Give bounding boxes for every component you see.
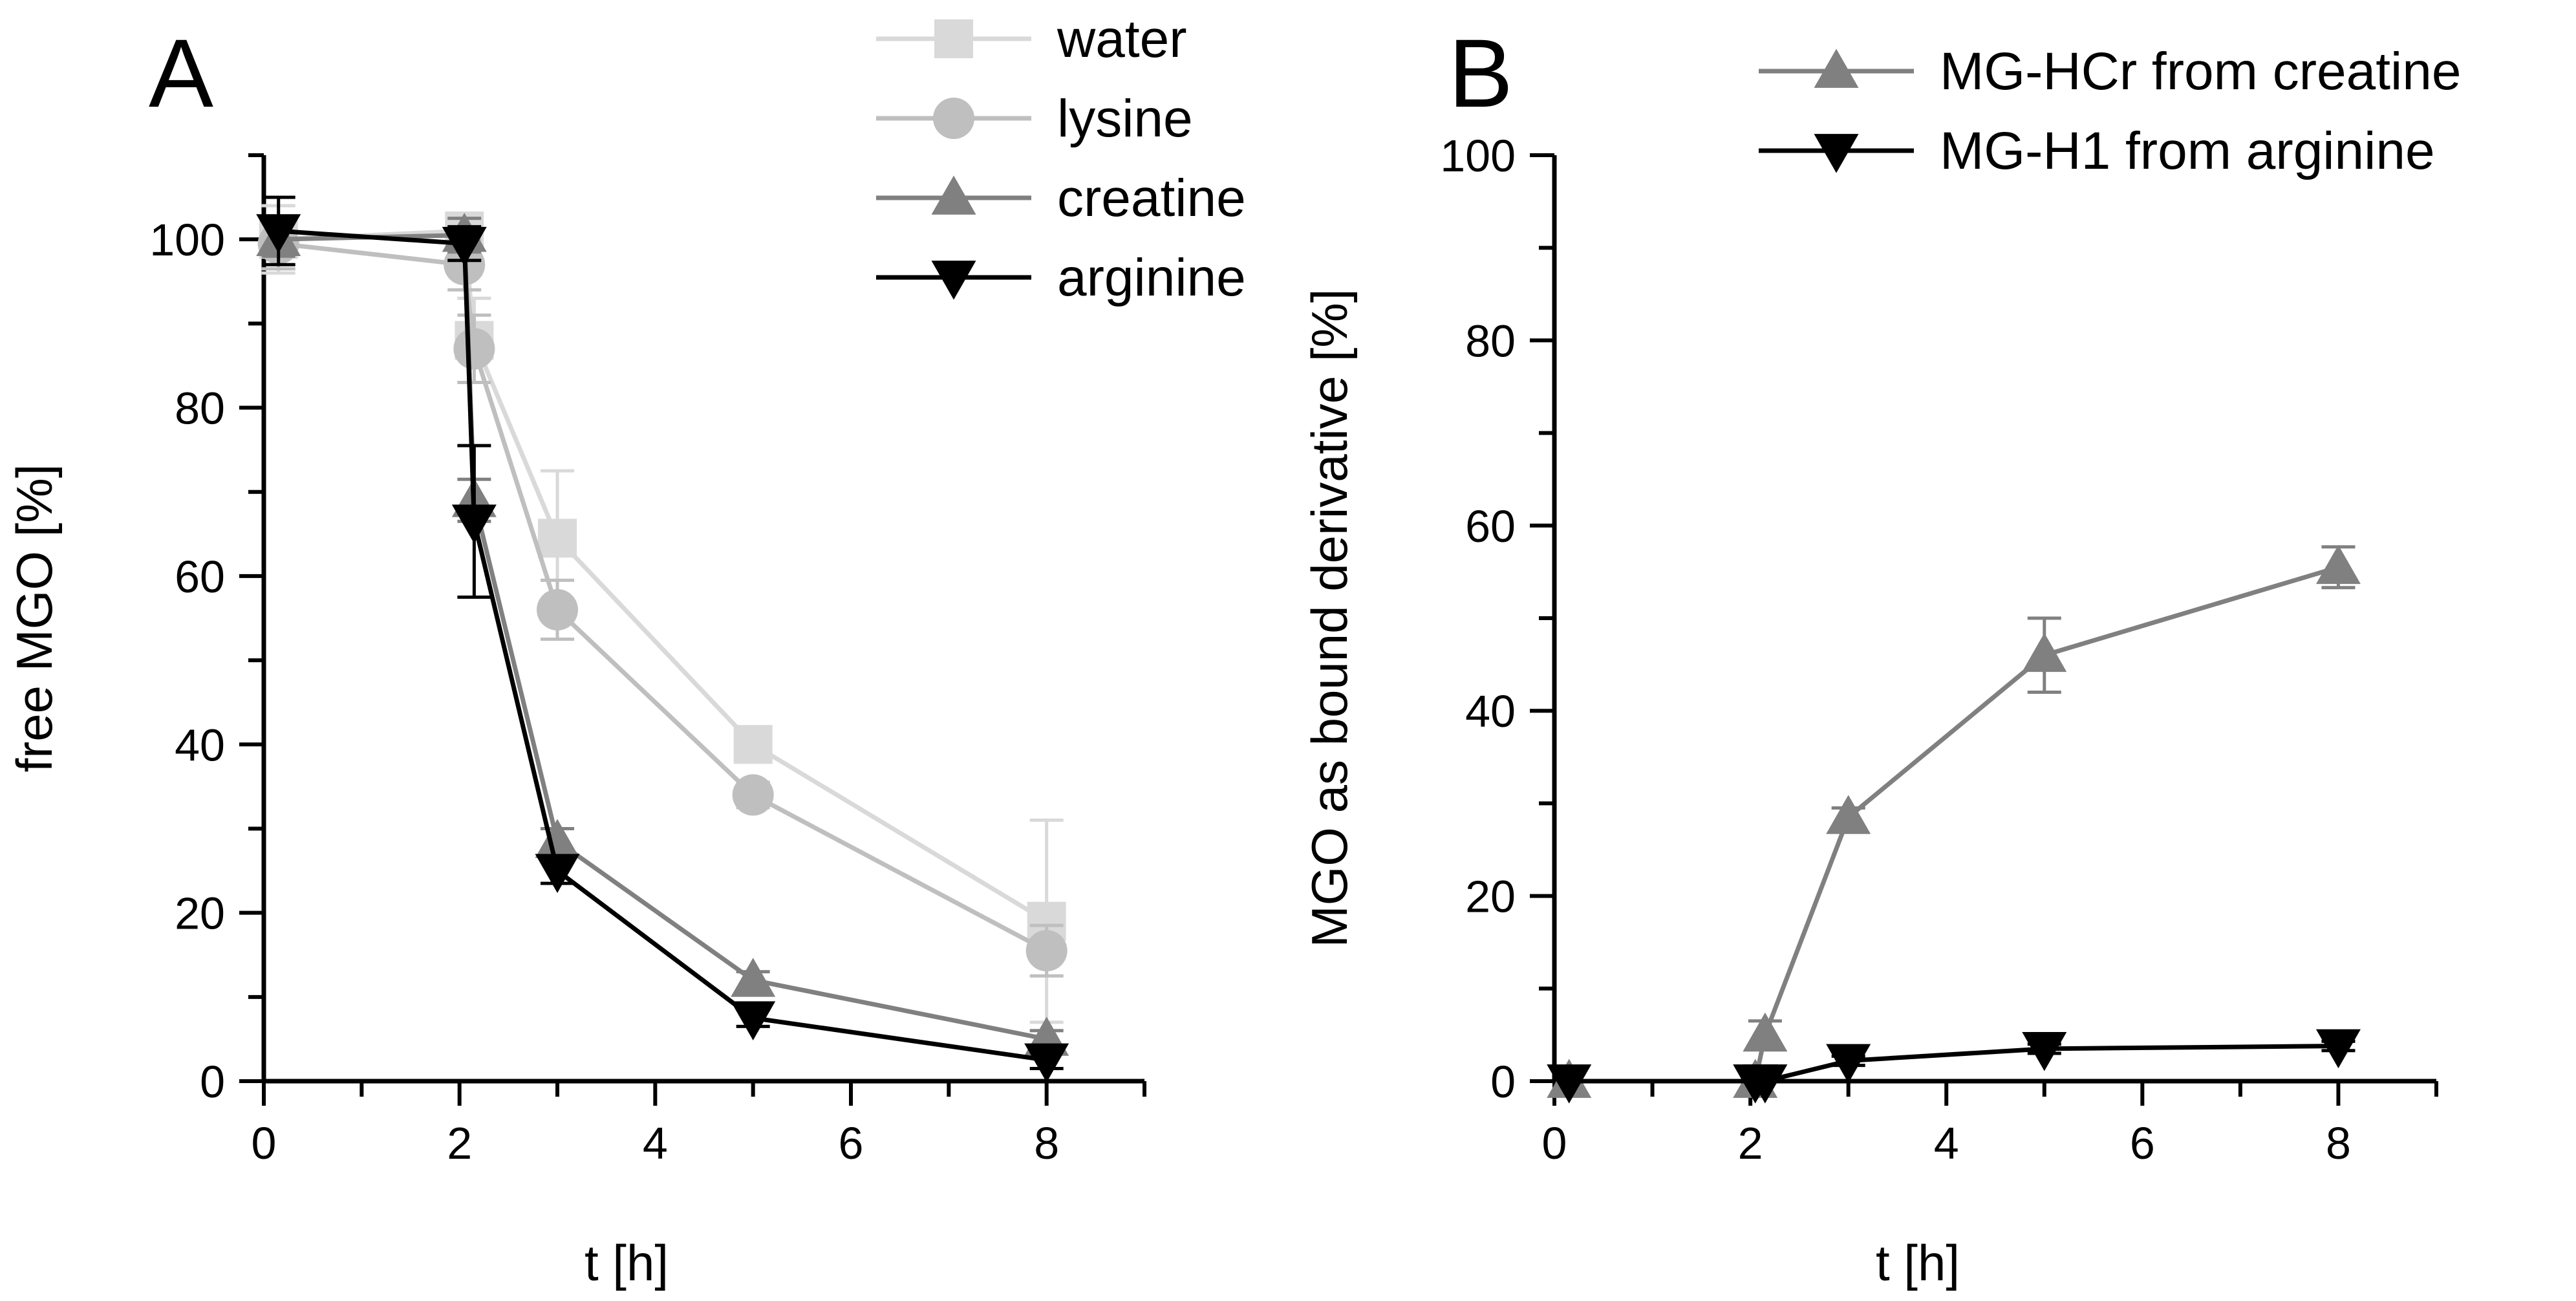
data-point <box>1547 1064 1592 1104</box>
series-line <box>1569 1044 2339 1084</box>
x-tick-label: 4 <box>643 1118 668 1168</box>
data-point <box>1826 1044 1871 1083</box>
legend-entry: arginine <box>876 248 1246 307</box>
y-tick-label: 100 <box>149 215 225 265</box>
y-tick-label: 60 <box>175 552 225 602</box>
y-tick-label: 0 <box>200 1057 225 1107</box>
legend-label: water <box>1057 10 1187 69</box>
x-tick-label: 4 <box>1934 1118 1959 1168</box>
x-tick-label: 6 <box>839 1118 864 1168</box>
data-point <box>731 1001 776 1040</box>
series-arginine <box>256 195 1069 1082</box>
y-tick-label: 40 <box>1465 686 1516 737</box>
x-tick-label: 0 <box>252 1118 277 1168</box>
y-tick-label: 80 <box>1465 316 1516 366</box>
x-tick-label: 8 <box>1034 1118 1059 1168</box>
data-point <box>538 519 577 558</box>
series-line <box>278 228 1047 1062</box>
legend-marker <box>931 175 976 215</box>
data-point <box>1025 930 1068 972</box>
x-tick-label: 0 <box>1542 1118 1567 1168</box>
x-axis-title: t [h] <box>585 1234 669 1291</box>
series-mg-hcr-from-creatine <box>1547 544 2361 1098</box>
y-tick-label: 60 <box>1465 501 1516 552</box>
data-point <box>733 725 773 764</box>
series-creatine <box>256 213 1069 1056</box>
data-point <box>535 819 580 858</box>
x-tick-label: 2 <box>1738 1118 1763 1168</box>
y-tick-label: 80 <box>175 383 225 434</box>
y-tick-label: 20 <box>1465 872 1516 922</box>
data-point <box>535 854 580 894</box>
legend-marker <box>1814 48 1859 88</box>
data-point <box>256 214 301 253</box>
series-line <box>278 241 1048 953</box>
data-point <box>1826 795 1871 834</box>
data-point <box>1743 1012 1788 1052</box>
legend-entry: lysine <box>876 89 1193 148</box>
legend-label: arginine <box>1057 248 1246 307</box>
legend-label: MG-H1 from arginine <box>1940 122 2435 180</box>
series-mg-h1-from-arginine <box>1547 1029 2361 1104</box>
series-line <box>1569 564 2339 1084</box>
y-axis-title: MGO as bound derivative [%] <box>1301 289 1358 948</box>
series-water <box>259 204 1066 1024</box>
data-point <box>731 958 776 997</box>
series-line <box>278 228 1048 923</box>
y-tick-label: 100 <box>1440 131 1516 181</box>
y-tick-label: 0 <box>1490 1057 1516 1107</box>
legend-label: creatine <box>1057 169 1246 228</box>
legend-marker <box>1814 134 1859 173</box>
legend-entry: water <box>876 10 1187 69</box>
y-tick-label: 40 <box>175 720 225 770</box>
y-tick-label: 20 <box>175 888 225 939</box>
panel-letter: A <box>149 19 213 127</box>
series-line <box>278 233 1047 1042</box>
data-point <box>451 504 497 544</box>
legend-entry: MG-HCr from creatine <box>1759 42 2461 101</box>
legend-entry: MG-H1 from arginine <box>1759 122 2435 180</box>
legend-entry: creatine <box>876 169 1246 228</box>
x-tick-label: 2 <box>447 1118 472 1168</box>
legend-marker <box>934 19 973 58</box>
legend-marker <box>933 98 974 139</box>
x-axis-title: t [h] <box>1876 1234 1960 1291</box>
data-point <box>453 328 495 370</box>
data-point <box>2022 632 2067 672</box>
legend-label: lysine <box>1057 89 1193 148</box>
x-tick-label: 6 <box>2130 1118 2155 1168</box>
data-point <box>537 588 578 630</box>
data-point <box>442 226 487 266</box>
data-point <box>1024 1043 1069 1082</box>
data-point <box>2022 1032 2067 1071</box>
legend-label: MG-HCr from creatine <box>1940 42 2461 101</box>
legend-marker <box>931 261 976 300</box>
panel-letter: B <box>1448 19 1513 127</box>
data-point <box>2315 1029 2361 1069</box>
data-point <box>2315 544 2361 585</box>
data-point <box>1743 1064 1788 1104</box>
y-axis-title: free MGO [%] <box>6 464 63 773</box>
data-point <box>732 774 774 816</box>
x-tick-label: 8 <box>2326 1118 2351 1168</box>
